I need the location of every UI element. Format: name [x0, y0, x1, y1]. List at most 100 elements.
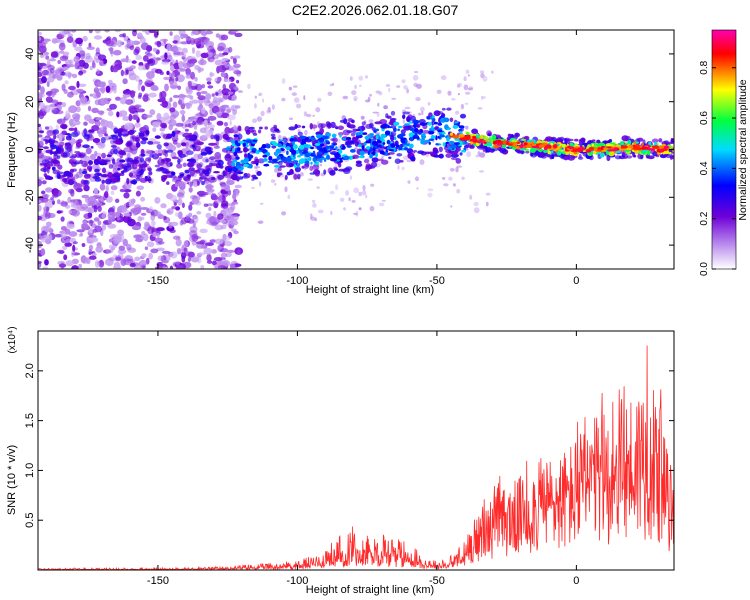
spectral-cell: [401, 79, 406, 84]
spectral-cell: [55, 110, 64, 115]
spectral-cell: [427, 102, 431, 106]
spectral-cell: [146, 59, 154, 64]
spectral-cell: [483, 141, 487, 144]
spectral-cell: [127, 90, 136, 95]
spectral-cell: [119, 188, 126, 193]
spectral-cell: [187, 256, 191, 262]
spectral-cell: [107, 172, 114, 178]
spectral-cell: [337, 138, 341, 144]
spectral-cell: [220, 71, 226, 78]
spectral-cell: [200, 90, 208, 95]
spectral-cell: [38, 179, 43, 187]
spectral-cell: [326, 132, 331, 137]
spectral-cell: [588, 151, 594, 156]
spectral-cell: [557, 137, 562, 142]
spectral-cell: [316, 186, 320, 189]
spectral-cell: [128, 199, 132, 205]
spectral-cell: [229, 175, 235, 179]
spectral-cell: [452, 183, 456, 187]
spectral-cell: [60, 201, 68, 207]
spectrogram-ylabel: Frequency (Hz): [6, 112, 18, 188]
spectral-cell: [342, 167, 351, 174]
spectral-cell: [315, 107, 321, 113]
spectral-cell: [181, 142, 187, 147]
spectral-cell: [375, 135, 379, 140]
spectral-cell: [206, 168, 212, 174]
spectral-cell: [203, 247, 213, 255]
spectral-cell: [134, 265, 143, 269]
spectral-cell: [194, 64, 200, 71]
spectral-cell: [306, 158, 310, 161]
spectral-cell: [396, 85, 401, 88]
spectral-cell: [159, 261, 163, 267]
spectral-cell: [319, 143, 325, 147]
spectral-cell: [206, 203, 215, 207]
spectral-cell: [185, 67, 191, 76]
spectral-cell: [319, 128, 325, 134]
spectral-cell: [390, 135, 395, 142]
spectral-cell: [588, 146, 595, 151]
spectral-cell: [100, 119, 110, 128]
spectral-cell: [284, 186, 288, 193]
spectral-cell: [375, 128, 380, 132]
snr-ylabel: SNR (10 * v/v): [6, 445, 18, 515]
spectral-cell: [224, 126, 231, 135]
spectral-cell: [45, 96, 53, 103]
spectral-cell: [80, 203, 89, 210]
spectral-cell: [537, 148, 543, 153]
spectral-cell: [457, 92, 460, 96]
spectral-cell: [215, 33, 221, 38]
spectral-cell: [406, 88, 409, 94]
spectral-cell: [140, 168, 144, 175]
spectral-cell: [254, 103, 257, 109]
spectral-cell: [88, 251, 92, 255]
spectral-cell: [448, 176, 453, 181]
spectral-cell: [316, 134, 322, 139]
spectral-cell: [82, 62, 89, 69]
spectral-cell: [49, 103, 56, 111]
spectral-cell: [530, 141, 535, 145]
spectral-cell: [227, 203, 233, 207]
spectral-cell: [416, 187, 419, 190]
spectral-cell: [117, 40, 123, 48]
spectral-cell: [39, 163, 45, 166]
spectral-cell: [83, 173, 91, 179]
spectral-cell: [293, 173, 298, 180]
spectral-cell: [114, 234, 123, 243]
spectral-cell: [420, 106, 425, 112]
spectral-cell: [135, 54, 142, 61]
spectral-cell: [58, 42, 66, 51]
spectral-cell: [38, 111, 45, 120]
spectral-cell: [155, 266, 163, 269]
spectral-cell: [461, 176, 465, 180]
spectral-cell: [97, 220, 102, 226]
spectral-cell: [274, 182, 277, 186]
spectral-cell: [70, 30, 77, 33]
spectral-cell: [189, 181, 193, 188]
spectral-cell: [443, 117, 450, 123]
spectral-cell: [48, 138, 56, 145]
spectral-cell: [217, 42, 226, 51]
spectral-cell: [94, 172, 101, 177]
spectrogram-x-axis: -150 -100 -50 0: [147, 30, 579, 287]
spectral-cell: [240, 159, 245, 164]
spectral-cell: [658, 138, 663, 143]
spectral-cell: [115, 96, 121, 101]
spectral-cell: [309, 165, 314, 172]
spectral-cell: [208, 129, 214, 135]
spectral-cell: [354, 84, 357, 90]
spectral-cell: [128, 172, 134, 177]
spectral-cell: [417, 131, 422, 135]
spectral-cell: [391, 97, 397, 100]
spectral-cell: [252, 118, 258, 124]
spectral-cell: [525, 150, 530, 154]
spectral-cell: [432, 115, 435, 119]
spectral-cell: [297, 173, 301, 180]
spectral-cell: [65, 143, 72, 149]
spectral-cell: [493, 145, 500, 149]
spectral-cell: [563, 155, 569, 161]
spectral-cell: [526, 144, 532, 148]
y-tick-label: 1.5: [24, 413, 36, 428]
spectral-cell: [115, 256, 122, 262]
spectral-cell: [178, 181, 182, 187]
